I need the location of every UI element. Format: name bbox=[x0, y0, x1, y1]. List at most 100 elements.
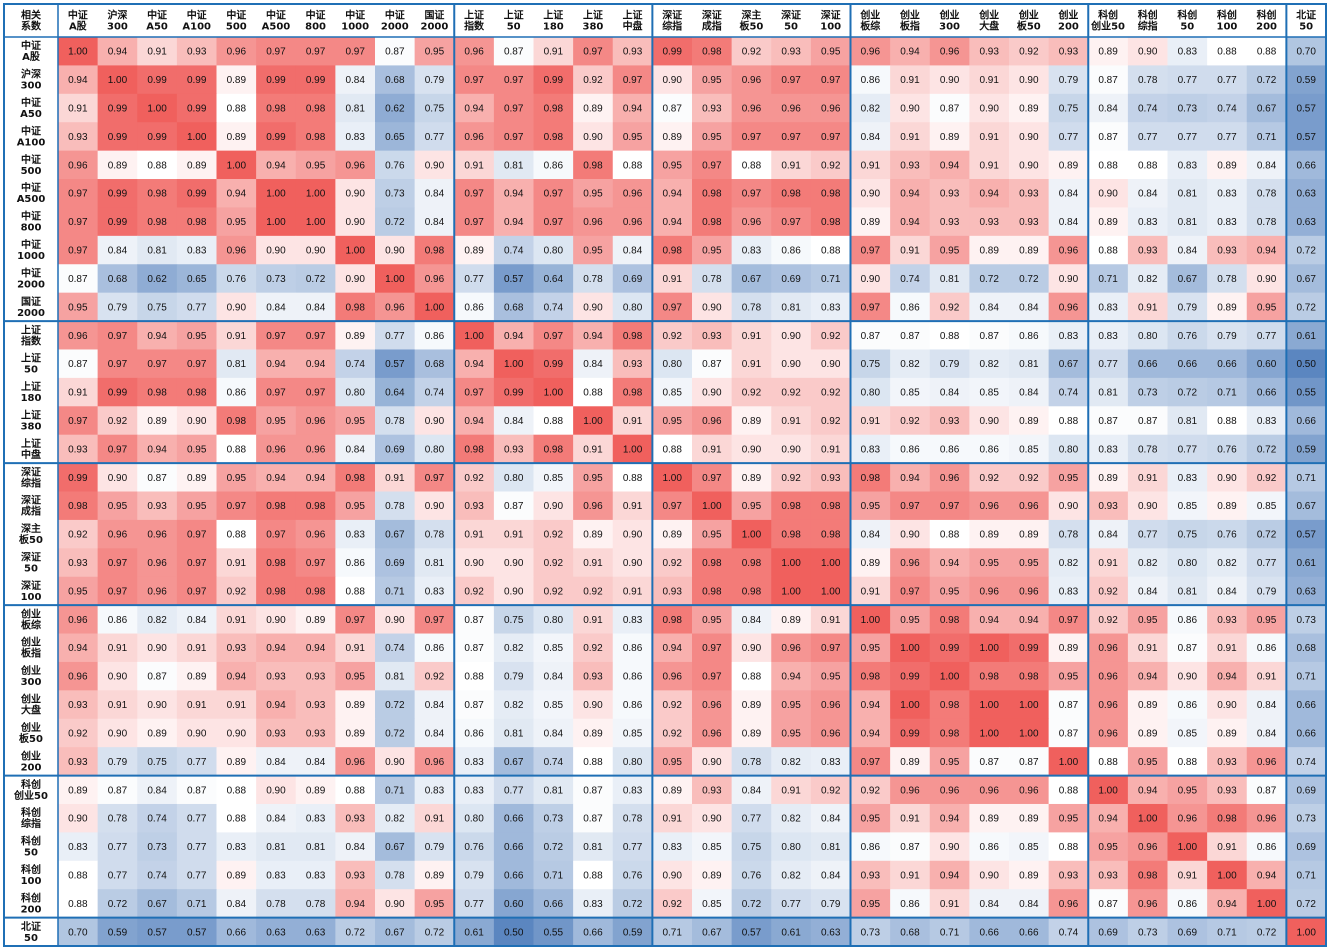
cell-value: 0.93 bbox=[702, 104, 722, 115]
cell-value: 0.68 bbox=[504, 302, 524, 313]
cell-value: 0.97 bbox=[108, 558, 128, 569]
heatmap-cell bbox=[771, 747, 812, 776]
cell-value: 0.68 bbox=[425, 359, 445, 370]
heatmap-cell bbox=[652, 434, 693, 464]
cell-value: 0.83 bbox=[1138, 217, 1158, 228]
cell-value: 1.00 bbox=[742, 530, 762, 541]
heatmap-cell bbox=[1009, 321, 1050, 350]
heatmap-cell bbox=[414, 377, 455, 407]
cell-value: 0.91 bbox=[781, 416, 801, 427]
heatmap-cell bbox=[890, 434, 931, 464]
heatmap-cell bbox=[1127, 576, 1168, 606]
col-label: 深证 50 bbox=[781, 9, 801, 33]
heatmap-cell bbox=[929, 235, 970, 265]
heatmap-cell bbox=[97, 207, 138, 237]
row-label: 国证 2000 bbox=[17, 296, 45, 319]
cell-value: 0.81 bbox=[385, 672, 405, 683]
heatmap-cell bbox=[1048, 150, 1089, 180]
heatmap-cell bbox=[533, 434, 574, 464]
heatmap-cell bbox=[1207, 775, 1248, 805]
heatmap-cell bbox=[137, 434, 178, 464]
cell-value: 0.87 bbox=[1257, 785, 1277, 796]
cell-value: 0.88 bbox=[1098, 160, 1118, 171]
heatmap-cell bbox=[1009, 775, 1050, 805]
cell-value: 0.96 bbox=[306, 530, 326, 541]
cell-value: 0.92 bbox=[781, 388, 801, 399]
cell-value: 0.84 bbox=[108, 246, 128, 257]
heatmap-cell bbox=[295, 207, 336, 237]
cell-value: 0.91 bbox=[940, 899, 960, 910]
cell-value: 0.91 bbox=[979, 132, 999, 143]
cell-value: 0.88 bbox=[623, 473, 643, 484]
cell-value: 0.90 bbox=[623, 558, 643, 569]
cell-value: 0.74 bbox=[1138, 104, 1158, 115]
cell-value: 0.89 bbox=[187, 473, 207, 484]
heatmap-cell bbox=[454, 122, 495, 152]
cell-value: 0.78 bbox=[266, 899, 286, 910]
cell-value: 0.91 bbox=[1178, 870, 1198, 881]
heatmap-cell bbox=[1088, 37, 1129, 66]
heatmap-cell bbox=[929, 207, 970, 237]
heatmap-cell bbox=[137, 463, 178, 492]
cell-value: 0.88 bbox=[345, 586, 365, 597]
cell-value: 0.81 bbox=[1178, 217, 1198, 228]
cell-value: 0.59 bbox=[108, 927, 128, 938]
cell-value: 0.90 bbox=[623, 530, 643, 541]
heatmap-cell bbox=[1127, 321, 1168, 350]
cell-value: 0.61 bbox=[1296, 558, 1316, 569]
cell-value: 0.79 bbox=[940, 359, 960, 370]
cell-value: 0.65 bbox=[385, 132, 405, 143]
row-label: 科创 200 bbox=[21, 891, 42, 915]
cell-value: 0.87 bbox=[1019, 757, 1039, 768]
cell-value: 0.80 bbox=[1138, 331, 1158, 342]
cell-value: 0.90 bbox=[108, 672, 128, 683]
cell-value: 0.91 bbox=[702, 444, 722, 455]
heatmap-cell bbox=[771, 179, 812, 208]
cell-value: 0.89 bbox=[1217, 302, 1237, 313]
cell-value: 0.73 bbox=[1296, 814, 1316, 825]
heatmap-cell bbox=[97, 803, 138, 833]
heatmap-cell bbox=[929, 548, 970, 578]
heatmap-cell bbox=[216, 463, 257, 492]
heatmap-cell bbox=[1246, 406, 1287, 436]
heatmap-cell bbox=[58, 207, 99, 237]
cell-value: 0.90 bbox=[108, 473, 128, 484]
cell-value: 0.96 bbox=[1098, 728, 1118, 739]
cell-value: 0.88 bbox=[1059, 842, 1079, 853]
heatmap-cell bbox=[1286, 207, 1327, 237]
heatmap-cell bbox=[1127, 349, 1168, 379]
cell-value: 0.93 bbox=[900, 160, 920, 171]
cell-value: 0.90 bbox=[1217, 473, 1237, 484]
cell-value: 0.85 bbox=[662, 388, 682, 399]
cell-value: 0.83 bbox=[187, 246, 207, 257]
heatmap-cell bbox=[771, 690, 812, 720]
heatmap-cell bbox=[1009, 803, 1050, 833]
cell-value: 0.97 bbox=[187, 586, 207, 597]
cell-value: 0.90 bbox=[464, 558, 484, 569]
cell-value: 0.78 bbox=[583, 274, 603, 285]
heatmap-cell bbox=[454, 463, 495, 492]
heatmap-cell bbox=[375, 321, 416, 350]
cell-value: 0.90 bbox=[861, 274, 881, 285]
heatmap-cell bbox=[295, 775, 336, 805]
cell-value: 0.91 bbox=[781, 160, 801, 171]
heatmap-cell bbox=[1167, 519, 1208, 549]
heatmap-cell bbox=[1246, 150, 1287, 180]
heatmap-cell bbox=[454, 150, 495, 180]
heatmap-cell bbox=[58, 860, 99, 890]
heatmap-cell bbox=[810, 93, 851, 123]
cell-value: 0.67 bbox=[1059, 359, 1079, 370]
cell-value: 0.98 bbox=[544, 444, 564, 455]
heatmap-cell bbox=[652, 605, 693, 634]
heatmap-cell bbox=[1048, 605, 1089, 634]
heatmap-cell bbox=[533, 406, 574, 436]
cell-value: 0.96 bbox=[147, 530, 167, 541]
heatmap-cell bbox=[335, 207, 376, 237]
cell-value: 0.92 bbox=[583, 586, 603, 597]
heatmap-cell bbox=[1127, 264, 1168, 294]
cell-value: 0.89 bbox=[227, 75, 247, 86]
heatmap-cell bbox=[454, 93, 495, 123]
heatmap-cell bbox=[810, 917, 851, 947]
heatmap-cell bbox=[295, 292, 336, 322]
cell-value: 0.84 bbox=[1217, 586, 1237, 597]
